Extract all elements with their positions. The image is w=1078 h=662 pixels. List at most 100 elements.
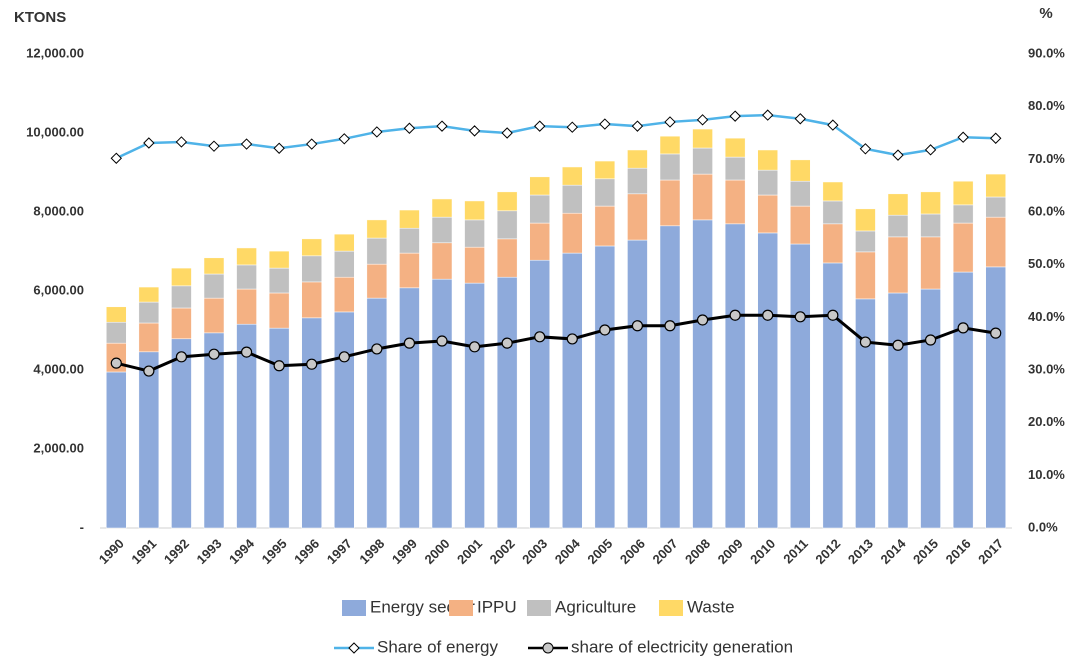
- marker: [240, 138, 253, 150]
- x-tick-label: 1998: [356, 536, 387, 567]
- legend-label: Energy sector: [370, 597, 475, 616]
- legend-marker: [348, 642, 360, 654]
- bar-segment: [562, 166, 583, 186]
- x-tick-label: 1992: [161, 536, 192, 567]
- marker: [566, 121, 578, 133]
- marker: [208, 348, 220, 360]
- bar-segment: [268, 292, 290, 329]
- x-tick-label: 2010: [747, 536, 778, 567]
- x-tick-label: 2001: [454, 536, 485, 567]
- bar-segment: [887, 236, 909, 294]
- marker: [599, 324, 611, 336]
- bar-segment: [431, 242, 453, 280]
- marker: [306, 138, 318, 150]
- bar-segment: [822, 223, 844, 264]
- x-tick-label: 2014: [877, 535, 909, 567]
- x-tick-label: 2011: [780, 536, 811, 567]
- marker: [468, 341, 481, 353]
- bar-segment: [171, 307, 192, 340]
- legend-marker: [542, 642, 554, 654]
- marker: [990, 132, 1002, 144]
- bar-segment: [106, 371, 127, 529]
- bar-segment: [496, 238, 518, 278]
- marker: [664, 320, 676, 332]
- bar-segment: [203, 257, 225, 275]
- bar-segment: [724, 223, 746, 529]
- x-tick-label: 2007: [649, 536, 680, 567]
- bar-segment: [562, 252, 583, 529]
- bar-segment: [399, 287, 420, 529]
- bar-segment: [268, 327, 290, 529]
- bar-segment: [529, 176, 550, 196]
- bar-segment: [920, 213, 941, 238]
- bar-segment: [301, 255, 322, 283]
- bar-segment: [757, 169, 778, 196]
- bar-segment: [366, 297, 388, 529]
- bar-segment: [659, 179, 681, 227]
- marker: [403, 122, 416, 134]
- y-tick-label: 6,000.00: [33, 282, 84, 297]
- bar-segment: [627, 239, 648, 529]
- legend-swatch: [659, 600, 683, 616]
- marker: [371, 126, 383, 138]
- marker: [273, 142, 285, 154]
- bar-segment: [887, 292, 909, 529]
- bar-segment: [790, 159, 811, 182]
- bar-segment: [334, 233, 355, 252]
- marker: [240, 346, 253, 358]
- bar-segment: [138, 322, 160, 353]
- x-tick-label: 2016: [943, 536, 974, 567]
- bar-segment: [952, 271, 974, 529]
- bar-segment: [366, 219, 388, 239]
- legend-label: Waste: [687, 597, 735, 616]
- marker: [696, 314, 709, 326]
- x-tick-label: 2004: [552, 535, 584, 567]
- bar-segment: [464, 219, 485, 248]
- y-tick-label: -: [80, 519, 84, 534]
- bar-segment: [464, 282, 485, 529]
- bar-segment: [920, 236, 941, 290]
- bar-segment: [138, 301, 160, 324]
- bar-segment: [529, 222, 550, 261]
- bar-segment: [236, 288, 257, 325]
- bar-segment: [203, 297, 225, 334]
- x-tick-label: 2012: [812, 536, 843, 567]
- bar-segment: [790, 205, 811, 245]
- bar-segment: [334, 250, 355, 278]
- bar-segment: [431, 198, 453, 218]
- marker: [794, 113, 806, 125]
- bar-segment: [431, 216, 453, 244]
- marker: [501, 127, 513, 139]
- marker: [143, 137, 155, 149]
- bar-segment: [790, 243, 811, 529]
- bar-segment: [659, 153, 681, 181]
- marker: [892, 339, 904, 351]
- bar-segment: [399, 227, 420, 254]
- y2-axis-title: %: [1039, 5, 1052, 22]
- marker: [762, 309, 774, 321]
- bar-segment: [724, 137, 746, 158]
- y-tick-label: 12,000.00: [26, 45, 84, 60]
- y2-tick-label: 90.0%: [1028, 45, 1065, 60]
- x-tick-label: 2000: [421, 536, 452, 567]
- marker: [859, 143, 872, 155]
- marker: [827, 119, 839, 131]
- bar-segment: [985, 173, 1006, 198]
- legend-swatch: [527, 600, 551, 616]
- marker: [696, 114, 709, 126]
- legend-label: Agriculture: [555, 597, 636, 616]
- bar-segment: [268, 267, 290, 294]
- bar-segment: [171, 285, 192, 309]
- marker: [599, 118, 611, 130]
- bar-segment: [562, 184, 583, 214]
- marker: [957, 131, 969, 143]
- bar-segment: [203, 332, 225, 529]
- bar-segment: [952, 222, 974, 273]
- legend-swatch: [342, 600, 366, 616]
- marker: [175, 351, 188, 363]
- y2-tick-label: 0.0%: [1028, 519, 1058, 534]
- marker: [436, 120, 448, 132]
- x-tick-label: 2002: [487, 536, 518, 567]
- bar-segment: [659, 135, 681, 155]
